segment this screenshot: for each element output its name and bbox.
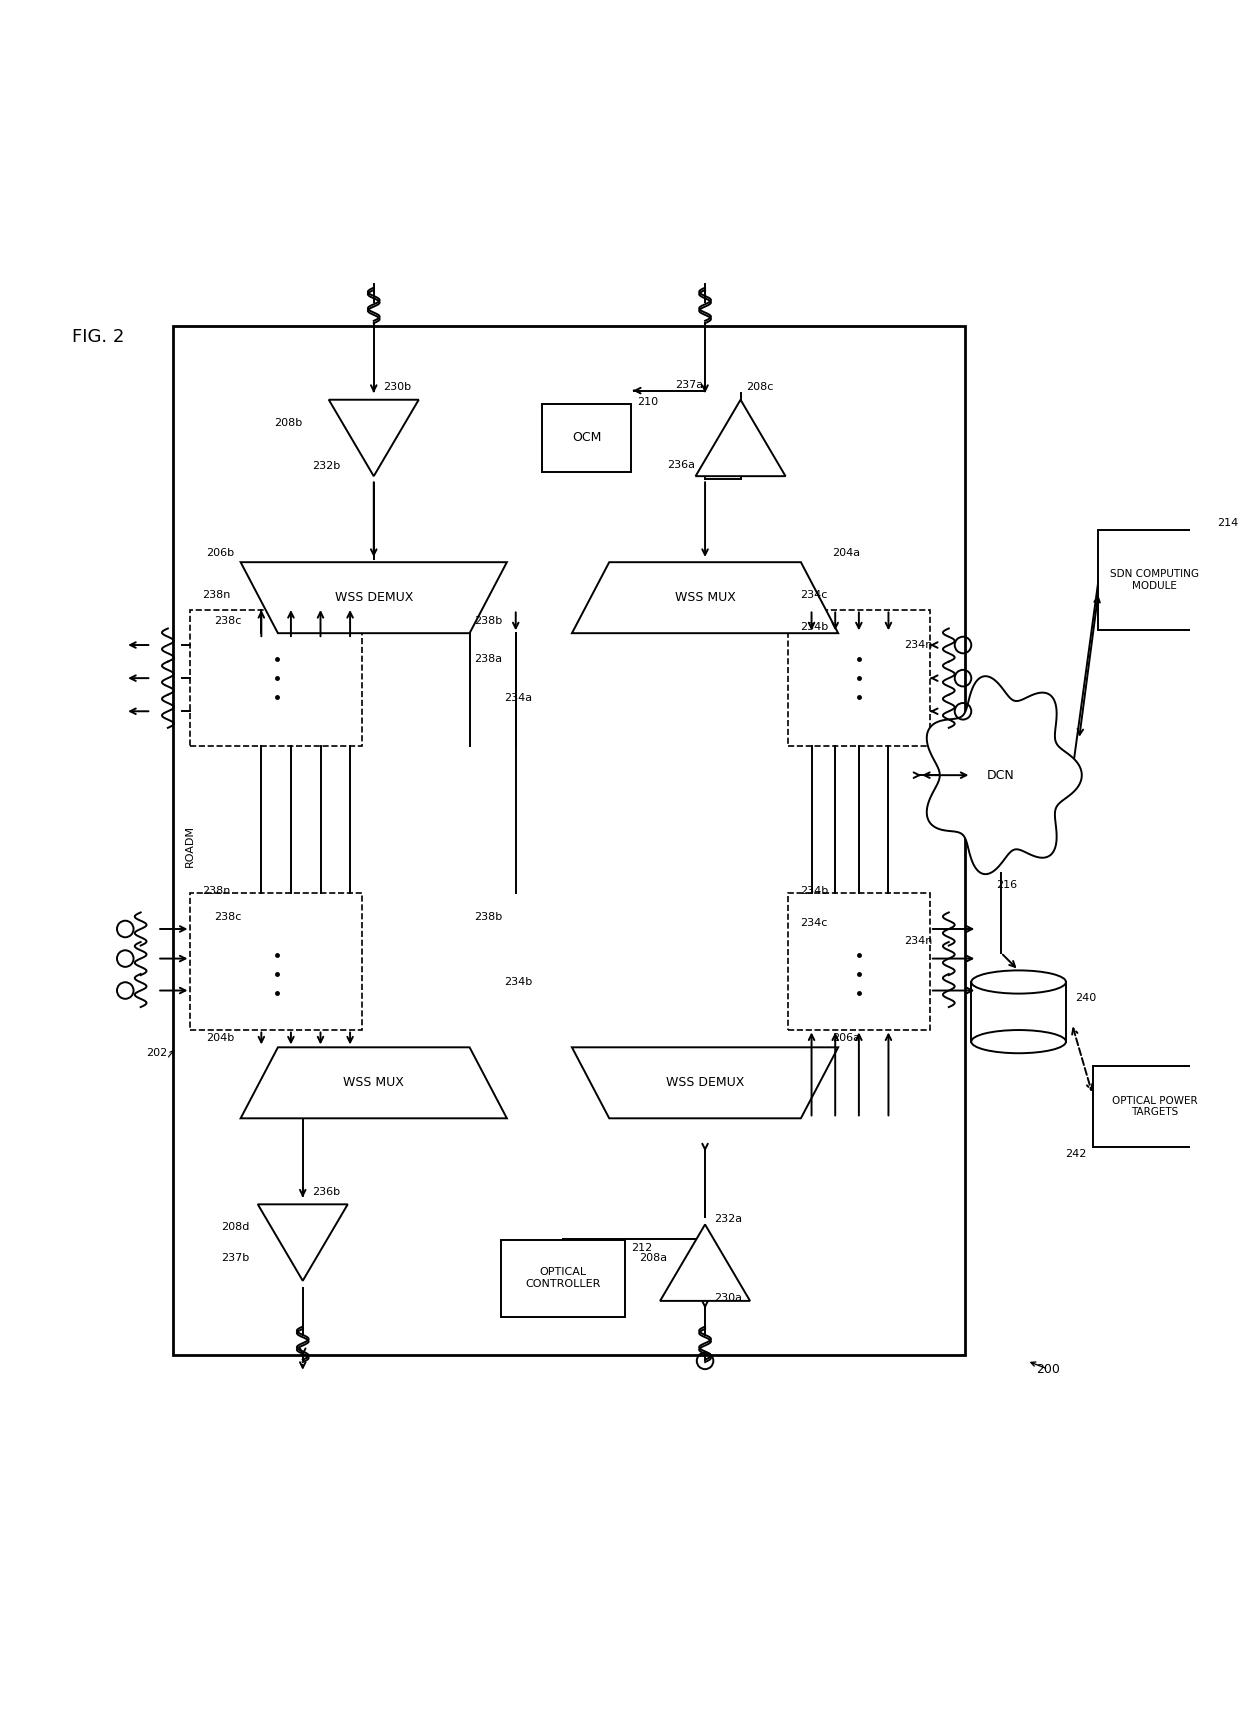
- Polygon shape: [258, 1205, 347, 1280]
- Text: 200: 200: [1037, 1363, 1060, 1376]
- Ellipse shape: [971, 1030, 1066, 1054]
- Text: 204a: 204a: [832, 547, 861, 558]
- Text: 238n: 238n: [202, 590, 231, 601]
- Text: WSS MUX: WSS MUX: [675, 592, 735, 604]
- Polygon shape: [241, 1047, 507, 1119]
- Text: 234b: 234b: [800, 623, 828, 631]
- Text: 204b: 204b: [207, 1033, 234, 1043]
- Text: 208b: 208b: [274, 417, 303, 427]
- Bar: [191, 609, 362, 745]
- Text: FIG. 2: FIG. 2: [72, 328, 124, 347]
- Bar: [787, 609, 930, 745]
- Text: 234n: 234n: [904, 640, 932, 650]
- Text: OPTICAL POWER
TARGETS: OPTICAL POWER TARGETS: [1112, 1097, 1198, 1117]
- Text: OPTICAL
CONTROLLER: OPTICAL CONTROLLER: [526, 1266, 600, 1289]
- Text: 242: 242: [1065, 1148, 1086, 1158]
- Text: 238b: 238b: [475, 913, 502, 921]
- Bar: [787, 894, 930, 1030]
- Text: DCN: DCN: [987, 769, 1014, 782]
- Text: 238c: 238c: [215, 913, 242, 921]
- Text: WSS MUX: WSS MUX: [343, 1076, 404, 1090]
- Text: 232a: 232a: [714, 1213, 743, 1224]
- Text: 237a: 237a: [676, 379, 703, 390]
- Text: 232b: 232b: [312, 462, 341, 472]
- Polygon shape: [241, 563, 507, 633]
- Text: 234a: 234a: [503, 693, 532, 704]
- Text: 234b: 234b: [800, 885, 828, 896]
- Text: 212: 212: [631, 1244, 652, 1253]
- Text: OCM: OCM: [572, 431, 601, 444]
- Bar: [971, 982, 1066, 1042]
- Text: 238a: 238a: [475, 654, 502, 664]
- Text: ROADM: ROADM: [185, 825, 196, 867]
- Text: 240: 240: [1075, 992, 1096, 1002]
- Text: 216: 216: [996, 880, 1017, 891]
- Polygon shape: [329, 400, 419, 475]
- Bar: [1099, 530, 1211, 630]
- Text: WSS DEMUX: WSS DEMUX: [335, 592, 413, 604]
- Polygon shape: [926, 676, 1081, 873]
- Text: 206b: 206b: [207, 547, 234, 558]
- Text: 234c: 234c: [800, 590, 827, 601]
- Text: 208c: 208c: [746, 383, 774, 391]
- Text: 230b: 230b: [383, 383, 412, 391]
- Bar: [501, 1239, 625, 1316]
- Polygon shape: [660, 1225, 750, 1301]
- Text: 202: 202: [146, 1048, 167, 1059]
- Polygon shape: [572, 1047, 838, 1119]
- Text: SDN COMPUTING
MODULE: SDN COMPUTING MODULE: [1110, 570, 1199, 590]
- Text: 236b: 236b: [312, 1187, 340, 1196]
- Text: 237b: 237b: [221, 1253, 249, 1263]
- Text: 206a: 206a: [832, 1033, 861, 1043]
- Text: 214: 214: [1216, 518, 1238, 529]
- Bar: [1092, 1066, 1216, 1146]
- Bar: [542, 403, 631, 472]
- Text: WSS DEMUX: WSS DEMUX: [666, 1076, 744, 1090]
- Bar: [191, 894, 362, 1030]
- Text: 234n: 234n: [904, 935, 932, 946]
- Polygon shape: [572, 563, 838, 633]
- Text: 236a: 236a: [667, 460, 696, 470]
- Text: 238n: 238n: [202, 885, 231, 896]
- Ellipse shape: [971, 971, 1066, 994]
- Text: 210: 210: [637, 398, 658, 407]
- Bar: [172, 326, 966, 1356]
- Text: 238c: 238c: [215, 616, 242, 626]
- Text: 234b: 234b: [503, 976, 532, 987]
- Text: 238b: 238b: [475, 616, 502, 626]
- Polygon shape: [696, 400, 785, 475]
- Text: 230a: 230a: [714, 1294, 743, 1302]
- Text: 208d: 208d: [221, 1222, 249, 1232]
- Text: 208a: 208a: [639, 1253, 667, 1263]
- Text: 234c: 234c: [800, 918, 827, 928]
